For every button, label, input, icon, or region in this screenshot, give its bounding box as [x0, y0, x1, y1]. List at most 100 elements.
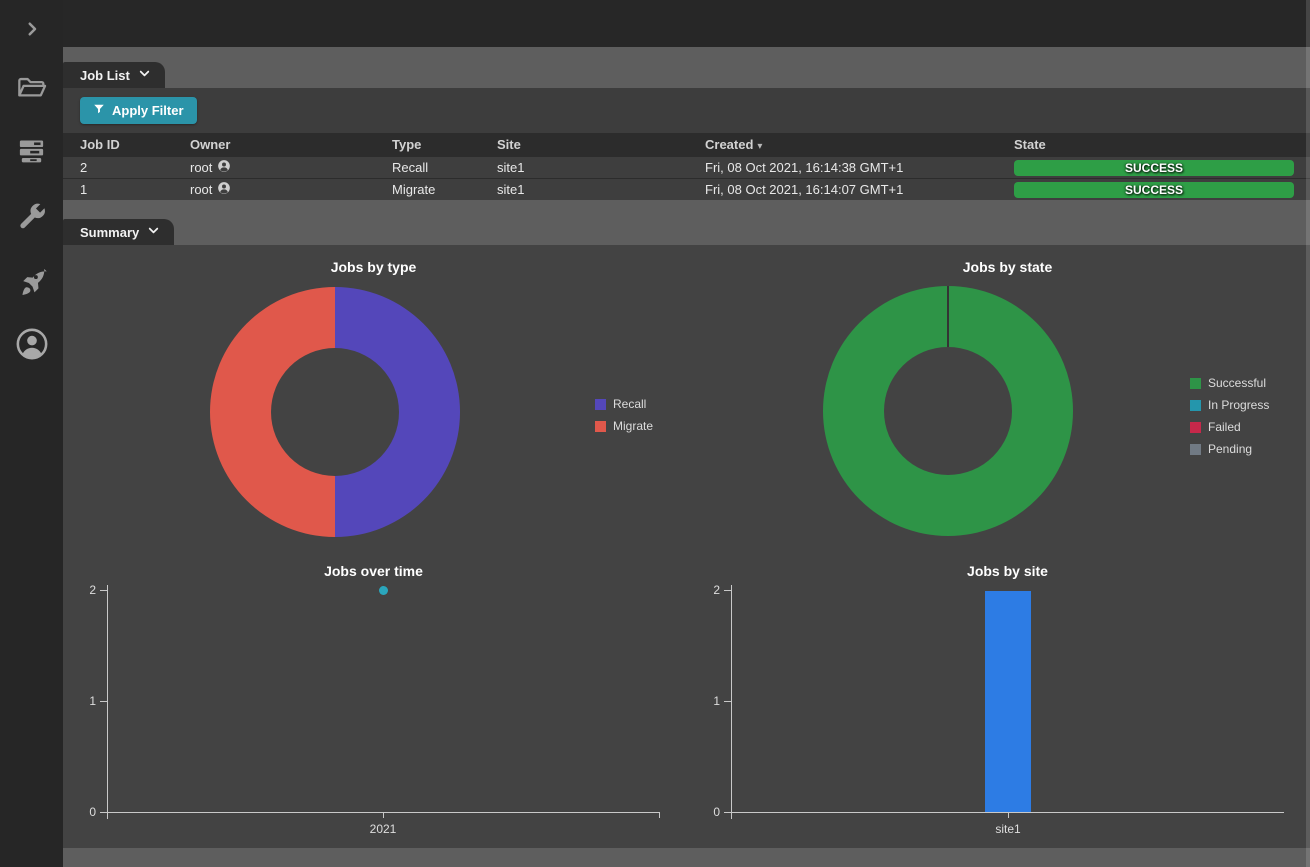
legend-item-failed[interactable]: Failed: [1190, 416, 1269, 438]
cell-owner: root: [190, 181, 392, 198]
apply-filter-button[interactable]: Apply Filter: [80, 97, 197, 124]
x-tick-label: site1: [995, 822, 1021, 836]
cell-state: SUCCESS: [1014, 181, 1310, 198]
cell-job-id: 1: [80, 182, 88, 197]
job-list-tab-label: Job List: [80, 67, 130, 83]
jobs-by-state-donut[interactable]: [823, 286, 1073, 536]
cell-site: site1: [497, 160, 525, 175]
x-tick: [1008, 812, 1009, 818]
expand-sidebar-button[interactable]: [0, 9, 63, 49]
chart-title-jobs-over-time: Jobs over time: [324, 563, 423, 579]
job-table: Job ID Owner Type Site Created ▾ State 2 …: [63, 133, 1310, 200]
y-tick: [100, 590, 107, 591]
summary-tab-band: Summary: [63, 200, 1310, 245]
filter-funnel-icon: [93, 103, 105, 118]
column-header-state[interactable]: State: [1014, 137, 1046, 152]
y-tick-label: 2: [89, 583, 96, 597]
top-strip: [63, 0, 1310, 47]
jobs-by-state-legend: Successful In Progress Failed Pending: [1190, 372, 1269, 460]
cell-created: Fri, 08 Oct 2021, 16:14:07 GMT+1: [705, 182, 904, 197]
wrench-icon: [17, 202, 46, 231]
pending-swatch: [1190, 443, 1201, 455]
y-axis: [107, 585, 108, 819]
failed-swatch: [1190, 421, 1201, 433]
legend-item-pending[interactable]: Pending: [1190, 438, 1269, 460]
successful-swatch: [1190, 377, 1201, 389]
sidebar-item-account[interactable]: [0, 324, 63, 364]
sidebar-item-tools[interactable]: [0, 196, 63, 236]
x-tick-label: 2021: [369, 822, 397, 836]
legend-item-in-progress[interactable]: In Progress: [1190, 394, 1269, 416]
chevron-right-icon: [23, 20, 41, 38]
cell-owner: root: [190, 159, 392, 176]
y-tick: [100, 812, 107, 813]
chart-title-jobs-by-site: Jobs by site: [967, 563, 1048, 579]
chevron-down-icon: [147, 224, 160, 240]
scrollbar[interactable]: [1306, 0, 1310, 867]
rocket-icon: [16, 266, 47, 297]
jobs-by-type-legend: Recall Migrate: [595, 393, 653, 437]
x-tick: [383, 812, 384, 818]
column-header-owner[interactable]: Owner: [190, 137, 231, 152]
owner-user-icon: [217, 181, 231, 198]
chevron-down-icon: [138, 67, 151, 83]
column-header-job-id[interactable]: Job ID: [80, 137, 120, 152]
summary-tab-label: Summary: [80, 224, 140, 240]
migrate-swatch: [595, 420, 606, 432]
donut-hole: [884, 347, 1012, 475]
data-point-2021: [379, 586, 388, 595]
status-badge: SUCCESS: [1014, 159, 1294, 176]
column-header-created[interactable]: Created ▾: [705, 137, 763, 152]
y-tick-label: 1: [713, 694, 720, 708]
y-tick: [724, 701, 731, 702]
column-header-site[interactable]: Site: [497, 137, 521, 152]
segment-divider: [947, 286, 949, 348]
y-tick: [100, 701, 107, 702]
table-row[interactable]: 1 root Migrate site1 Fri, 08 Oct 2021, 1…: [63, 178, 1310, 200]
sidebar: [0, 0, 63, 867]
y-tick-label: 2: [713, 583, 720, 597]
cell-type: Recall: [392, 160, 429, 175]
y-tick: [724, 590, 731, 591]
sidebar-item-launch[interactable]: [0, 261, 63, 301]
summary-panel: Jobs by type Jobs by state Jobs over tim…: [63, 245, 1310, 848]
y-tick-label: 0: [713, 805, 720, 819]
x-axis-end-tick: [659, 812, 660, 818]
x-axis: [731, 812, 1284, 813]
y-tick-label: 1: [89, 694, 96, 708]
bottom-band: [63, 848, 1310, 867]
chart-title-jobs-by-state: Jobs by state: [962, 259, 1053, 275]
legend-item-successful[interactable]: Successful: [1190, 372, 1269, 394]
cell-state: SUCCESS: [1014, 159, 1310, 176]
jobs-by-type-donut[interactable]: [210, 287, 460, 537]
cell-created: Fri, 08 Oct 2021, 16:14:38 GMT+1: [705, 160, 904, 175]
cell-job-id: 2: [80, 160, 88, 175]
column-header-type[interactable]: Type: [392, 137, 422, 152]
y-tick-label: 0: [89, 805, 96, 819]
folder-open-icon: [16, 72, 48, 104]
server-stack-icon: [16, 136, 47, 167]
tab-job-list[interactable]: Job List: [63, 62, 165, 88]
apply-filter-label: Apply Filter: [112, 103, 184, 118]
in-progress-swatch: [1190, 399, 1201, 411]
y-tick: [724, 812, 731, 813]
sort-desc-icon: ▾: [757, 141, 763, 152]
table-row[interactable]: 2 root Recall site1 Fri, 08 Oct 2021, 16…: [63, 156, 1310, 178]
tab-summary[interactable]: Summary: [63, 219, 175, 245]
sidebar-item-jobs[interactable]: [0, 131, 63, 171]
legend-item-recall[interactable]: Recall: [595, 393, 653, 415]
sidebar-item-files[interactable]: [0, 68, 63, 108]
job-list-tab-band: Job List: [63, 47, 1310, 88]
job-table-header: Job ID Owner Type Site Created ▾ State: [63, 133, 1310, 156]
legend-item-migrate[interactable]: Migrate: [595, 415, 653, 437]
chart-title-jobs-by-type: Jobs by type: [330, 259, 417, 275]
cell-type: Migrate: [392, 182, 436, 197]
site1-bar: [985, 591, 1031, 812]
donut-hole: [271, 348, 399, 476]
recall-swatch: [595, 398, 606, 410]
job-list-toolbar: Apply Filter: [63, 88, 1310, 133]
y-axis: [731, 585, 732, 819]
cell-site: site1: [497, 182, 525, 197]
user-circle-icon: [15, 327, 49, 361]
status-badge: SUCCESS: [1014, 181, 1294, 198]
